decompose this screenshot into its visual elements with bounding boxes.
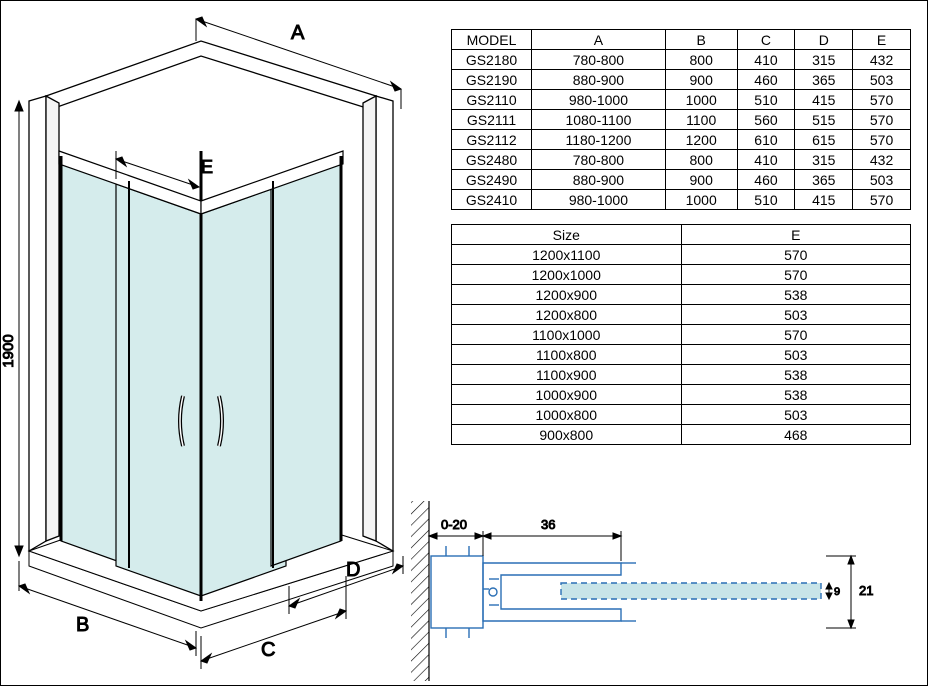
dim-label-b: B (76, 614, 89, 636)
column-header: A (532, 30, 666, 50)
column-header: E (681, 225, 911, 245)
column-header: C (737, 30, 795, 50)
table-row: 900x800468 (452, 425, 911, 445)
table-row: 1000x800503 (452, 405, 911, 425)
model-spec-table: MODELABCDE GS2180780-800800410315432GS21… (451, 29, 911, 210)
table-row: 1200x900538 (452, 285, 911, 305)
profile-cross-section: 0-20 36 21 9 (411, 491, 921, 681)
table-row: GS2490880-900900460365503 (452, 170, 911, 190)
table-row: GS2480780-800800410315432 (452, 150, 911, 170)
table-row: 1200x800503 (452, 305, 911, 325)
dim-label-d: D (346, 559, 360, 581)
table-row: GS2410980-10001000510415570 (452, 190, 911, 210)
table-row: GS2190880-900900460365503 (452, 70, 911, 90)
shower-enclosure-diagram: A E 1900 B C D (1, 1, 431, 687)
dim-label-a: A (291, 22, 305, 44)
column-header: MODEL (452, 30, 532, 50)
table-row: 1200x1000570 (452, 265, 911, 285)
table-row: 1100x1000570 (452, 325, 911, 345)
column-header: B (665, 30, 737, 50)
table-row: GS2110980-10001000510415570 (452, 90, 911, 110)
detail-inner-label: 9 (834, 586, 840, 598)
detail-width-label: 36 (541, 517, 555, 532)
size-e-table: SizeE 1200x11005701200x10005701200x90053… (451, 224, 911, 445)
dim-label-c: C (261, 639, 275, 661)
table-row: GS21121180-12001200610615570 (452, 130, 911, 150)
table-row: 1100x900538 (452, 365, 911, 385)
dim-label-e: E (201, 157, 213, 177)
column-header: E (853, 30, 911, 50)
dim-height-label: 1900 (1, 334, 17, 367)
column-header: D (795, 30, 853, 50)
table-row: GS21111080-11001100560515570 (452, 110, 911, 130)
table-row: 1200x1100570 (452, 245, 911, 265)
table-row: 1100x800503 (452, 345, 911, 365)
detail-depth-label: 21 (859, 583, 873, 598)
detail-gap-label: 0-20 (441, 517, 467, 532)
table-row: GS2180780-800800410315432 (452, 50, 911, 70)
table-row: 1000x900538 (452, 385, 911, 405)
column-header: Size (452, 225, 682, 245)
